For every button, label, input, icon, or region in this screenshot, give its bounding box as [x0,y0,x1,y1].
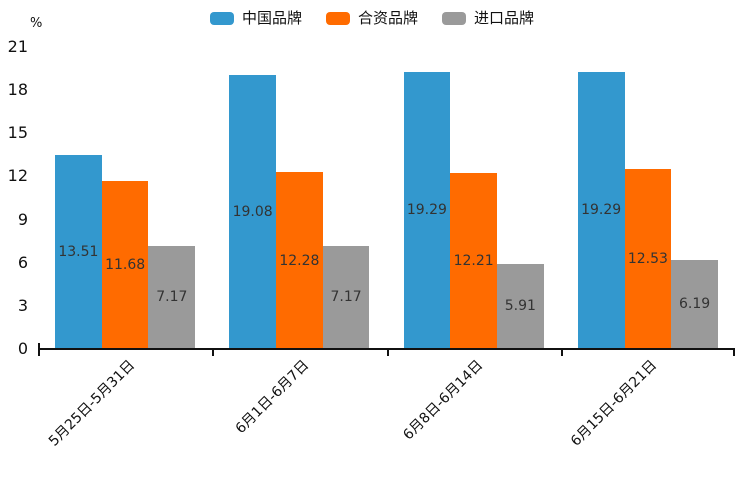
legend-swatch-icon [209,11,234,25]
bar-进口品牌-4: 6.19 [671,259,718,349]
bar-value-label: 11.68 [105,257,146,273]
legend-swatch-icon [325,11,350,25]
bar-合资品牌-3: 12.21 [450,173,497,349]
x-axis-boundary-tick [733,350,735,356]
bar-合资品牌-2: 12.28 [276,172,323,349]
legend-item-2[interactable]: 合资品牌 [325,8,418,27]
y-axis-tick-label: 18 [7,80,28,100]
x-axis-category-label: 6月15日-6月21日 [568,357,661,450]
bar-进口品牌-1: 7.17 [148,245,196,349]
bar-中国品牌-1: 13.51 [55,154,102,349]
bar-value-label: 7.17 [156,289,188,306]
bar-value-label: 12.53 [627,250,668,267]
x-axis-category-label: 6月1日-6月7日 [232,357,312,437]
bar-中国品牌-2: 19.08 [229,74,276,349]
x-axis-category-label: 5月25日-5月31日 [45,357,138,450]
bar-合资品牌-1: 11.68 [101,181,149,349]
legend-item-1[interactable]: 中国品牌 [209,8,302,27]
bar-中国品牌-4: 19.29 [577,71,625,349]
bar-value-label: 5.91 [504,298,536,315]
y-axis-tick-label: 21 [7,37,28,56]
y-axis-tick-label: 12 [7,166,28,186]
bar-value-label: 12.21 [453,253,494,270]
x-axis-boundary-tick [560,350,563,356]
legend-item-label: 合资品牌 [357,8,418,27]
legend-item-label: 进口品牌 [474,8,535,27]
bar-进口品牌-3: 5.91 [496,264,544,349]
y-axis-tick-label: 9 [17,209,28,229]
y-axis-unit-label: % [30,16,43,31]
x-axis-boundary-tick [38,350,40,356]
bar-中国品牌-3: 19.29 [403,71,451,349]
x-axis-line [38,348,735,350]
bar-进口品牌-2: 7.17 [322,245,370,349]
bar-value-label: 19.08 [232,203,273,220]
legend-swatch-icon [442,11,466,25]
y-axis-tick-label: 6 [17,252,28,272]
bar-value-label: 12.28 [279,252,320,269]
bar-value-label: 7.17 [330,289,362,306]
bar-合资品牌-4: 12.53 [624,168,672,349]
bar-value-label: 19.29 [581,202,622,219]
legend: 中国品牌 合资品牌 进口品牌 [0,8,744,28]
bar-value-label: 13.51 [58,243,99,260]
y-axis-tick-label: 0 [17,339,28,358]
x-axis-boundary-tick [212,350,215,356]
y-axis-stub-tick [38,343,40,348]
bar-value-label: 6.19 [678,296,711,313]
x-axis-category-label: 6月8日-6月14日 [400,357,487,444]
y-axis-tick-label: 15 [7,123,28,143]
y-axis-tick-label: 3 [17,295,28,315]
legend-item-label: 中国品牌 [241,8,302,27]
legend-item-3[interactable]: 进口品牌 [442,8,535,27]
bar-value-label: 19.29 [406,202,447,219]
x-axis-boundary-tick [386,350,389,356]
